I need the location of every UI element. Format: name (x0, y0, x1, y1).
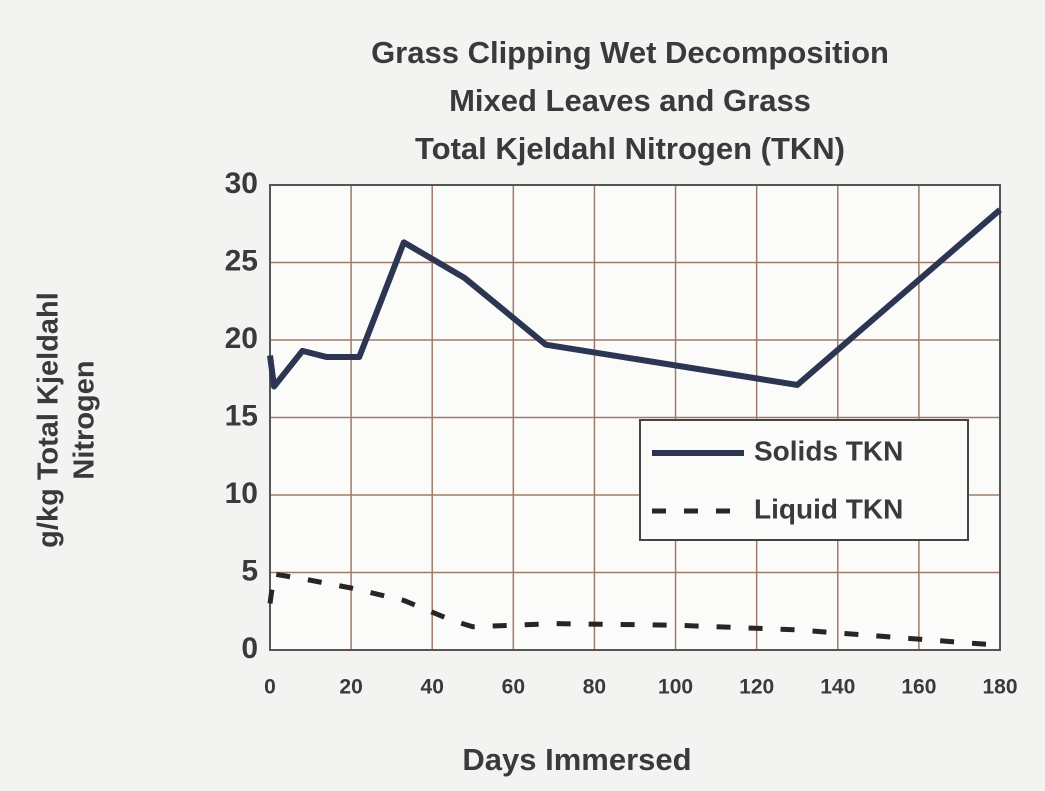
y-tick-label: 30 (225, 167, 258, 200)
y-tick-label: 25 (225, 244, 258, 277)
x-tick-label: 100 (658, 676, 693, 699)
y-axis-label: Nitrogen (69, 360, 101, 479)
x-tick-label: 80 (583, 676, 606, 699)
legend-label: Solids TKN (754, 435, 903, 466)
legend-label: Liquid TKN (754, 493, 903, 524)
x-tick-label: 140 (820, 676, 855, 699)
x-tick-label: 20 (339, 676, 362, 699)
y-tick-label: 15 (225, 399, 258, 432)
y-tick-label: 20 (225, 322, 258, 355)
y-tick-label: 5 (241, 554, 258, 587)
y-tick-label: 0 (241, 632, 258, 665)
x-tick-label: 180 (982, 676, 1017, 699)
legend-box (639, 419, 969, 541)
chart-title: Mixed Leaves and Grass (449, 83, 811, 118)
y-tick-label: 10 (225, 477, 258, 510)
x-tick-label: 160 (901, 676, 936, 699)
x-tick-label: 40 (421, 676, 444, 699)
x-axis-label: Days Immersed (462, 742, 691, 777)
data-line (267, 207, 1002, 390)
y-axis-label: g/kg Total Kjeldahl (33, 292, 65, 548)
chart-title: Total Kjeldahl Nitrogen (TKN) (415, 131, 845, 166)
data-line (267, 571, 1001, 648)
x-tick-label: 120 (739, 676, 774, 699)
plot-border (269, 184, 1001, 651)
x-tick-label: 60 (502, 676, 525, 699)
x-tick-label: 0 (264, 676, 276, 699)
chart-title: Grass Clipping Wet Decomposition (371, 35, 889, 70)
